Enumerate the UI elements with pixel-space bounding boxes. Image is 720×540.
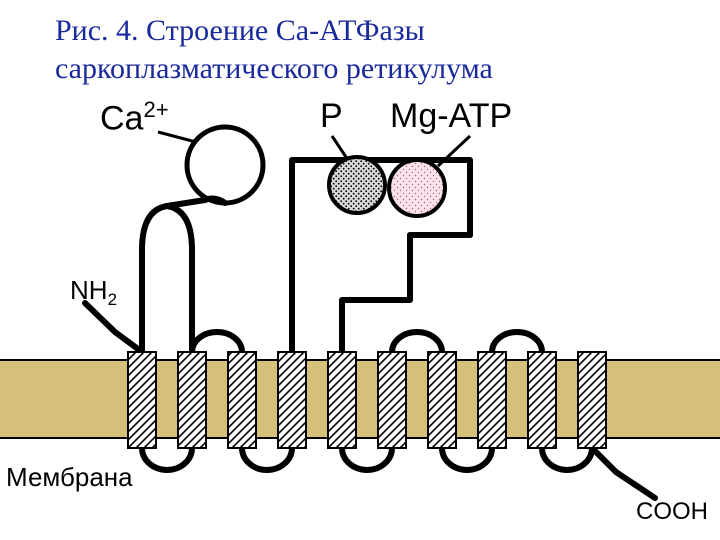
diagram-stage: Рис. 4. Строение Са-АТФазы саркоплазмати… bbox=[0, 0, 720, 540]
mg-atp-site bbox=[389, 160, 445, 216]
helix-6 bbox=[378, 352, 406, 448]
helix-9 bbox=[528, 352, 556, 448]
ca-binding-site bbox=[187, 127, 263, 203]
helix-7 bbox=[428, 352, 456, 448]
helix-3 bbox=[228, 352, 256, 448]
helix-2 bbox=[178, 352, 206, 448]
protein-diagram-svg bbox=[0, 0, 720, 540]
helix-10 bbox=[578, 352, 606, 448]
leader-ca bbox=[158, 132, 196, 142]
membrane-band bbox=[0, 360, 720, 438]
helix-8 bbox=[478, 352, 506, 448]
leader-p bbox=[332, 136, 348, 160]
helix-1 bbox=[128, 352, 156, 448]
helix-5 bbox=[328, 352, 356, 448]
helix-4 bbox=[278, 352, 306, 448]
p-site bbox=[329, 157, 385, 213]
